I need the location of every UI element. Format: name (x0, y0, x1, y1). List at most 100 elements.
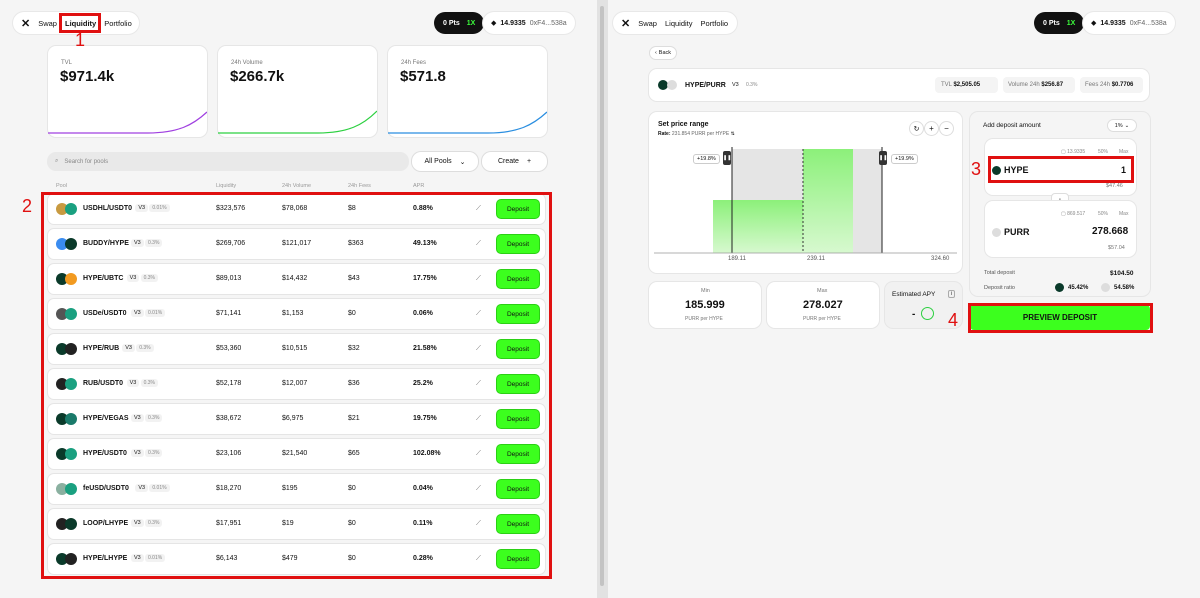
app-logo-icon[interactable]: ✕ (21, 17, 31, 30)
table-row[interactable]: HYPE/USDT0 V3 0.3% $23,106 $21,540 $65 102.08%… (48, 439, 545, 469)
hype-amount-input[interactable]: 1 (1121, 165, 1127, 175)
annotation-label-4: 4 (948, 310, 959, 330)
deposit-button[interactable]: Deposit (497, 445, 539, 463)
header-fees[interactable]: 24h Fees (348, 183, 371, 189)
hype-max-button[interactable]: Max (1119, 149, 1129, 155)
wallet-button[interactable]: ◆ 14.9335 0xF4...538a (483, 12, 575, 34)
token-b-icon (65, 448, 77, 460)
purr-token-icon (992, 228, 1001, 237)
fees-value: $571.8 (400, 68, 446, 85)
chart-icon[interactable]: ⟋ (476, 415, 481, 422)
deposit-button[interactable]: Deposit (497, 410, 539, 428)
search-input[interactable]: ⌕ Search for pools (47, 152, 409, 171)
points-badge[interactable]: 0 Pts 1X (1034, 12, 1085, 34)
table-row[interactable]: LOOP/LHYPE V3 0.3% $17,951 $19 $0 0.11% ⟋ Deposi… (48, 509, 545, 539)
deposit-button[interactable]: Deposit (497, 305, 539, 323)
deposit-button[interactable]: Deposit (497, 340, 539, 358)
deposit-button[interactable]: Deposit (497, 375, 539, 393)
hype-half-button[interactable]: 50% (1098, 149, 1109, 155)
zoom-out-button[interactable]: − (940, 122, 953, 135)
create-button[interactable]: Create + (482, 152, 547, 171)
deposit-button[interactable]: Deposit (497, 235, 539, 253)
nav-liquidity[interactable]: Liquidity (664, 18, 693, 28)
nav-portfolio[interactable]: Portfolio (104, 18, 132, 28)
scrollbar[interactable] (597, 0, 608, 598)
chart-icon[interactable]: ⟋ (476, 520, 481, 527)
pool-fees: $65 (348, 450, 360, 457)
wallet-button[interactable]: ◆ 14.9335 0xF4...538a (1083, 12, 1175, 34)
preview-deposit-button[interactable]: PREVIEW DEPOSIT (970, 305, 1150, 330)
nav-portfolio[interactable]: Portfolio (700, 18, 729, 28)
pool-fees: $36 (348, 380, 360, 387)
swap-icon[interactable]: ⇅ (730, 131, 735, 137)
purr-half-button[interactable]: 50% (1098, 211, 1109, 217)
deposit-button[interactable]: Deposit (497, 550, 539, 568)
points-badge[interactable]: 0 Pts 1X (434, 12, 485, 34)
app-logo-icon[interactable]: ✕ (621, 17, 631, 30)
all-pools-dropdown[interactable]: All Pools ⌄ (412, 152, 478, 171)
chart-icon[interactable]: ⟋ (476, 450, 481, 457)
wallet-address: 0xF4...538a (529, 19, 567, 27)
table-row[interactable]: HYPE/UBTC V3 0.3% $89,013 $14,432 $43 17.75% ⟋ D… (48, 264, 545, 294)
chart-icon[interactable]: ⟋ (476, 310, 481, 317)
chart-icon[interactable]: ⟋ (476, 205, 481, 212)
table-row[interactable]: USDHL/USDT0 V3 0.01% $323,576 $78,068 $8 0.88%… (48, 194, 545, 224)
table-row[interactable]: feUSD/USDT0 V3 0.01% $18,270 $195 $0 0.04% ⟋ Dep… (48, 474, 545, 504)
table-row[interactable]: USDe/USDT0 V3 0.01% $71,141 $1,153 $0 0.06% ⟋ De… (48, 299, 545, 329)
annotation-box-2 (41, 192, 552, 579)
back-button[interactable]: ‹ Back (650, 47, 676, 59)
tvl-label: TVL (61, 60, 73, 66)
chart-icon[interactable]: ⟋ (476, 555, 481, 562)
nav-swap[interactable]: Swap (38, 18, 57, 28)
chart-icon[interactable]: ⟋ (476, 345, 481, 352)
pool-apr: 102.08% (413, 450, 441, 457)
table-row[interactable]: RUB/USDT0 V3 0.3% $52,178 $12,007 $36 25.2% ⟋ De… (48, 369, 545, 399)
chevron-left-icon: ‹ (654, 50, 657, 56)
table-row[interactable]: HYPE/LHYPE V3 0.01% $6,143 $479 $0 0.28% ⟋ Depos… (48, 544, 545, 574)
deposit-button[interactable]: Deposit (497, 270, 539, 288)
purr-amount-input[interactable]: 278.668 (1092, 226, 1129, 237)
slippage-dropdown[interactable]: 1% ⌄ (1108, 120, 1136, 131)
pool-volume: $1,153 (282, 310, 304, 317)
refresh-button[interactable]: ↻ (910, 122, 923, 135)
nav-swap[interactable]: Swap (638, 18, 657, 28)
left-range-handle[interactable]: ❚❚ (723, 151, 731, 165)
estimated-apy-card: Estimated APY i - (885, 282, 962, 328)
deposit-button[interactable]: Deposit (497, 480, 539, 498)
table-row[interactable]: HYPE/RUB V3 0.3% $53,360 $10,515 $32 21.58% ⟋ De… (48, 334, 545, 364)
pool-fees: $0 (348, 555, 356, 562)
deposit-ratio-label: Deposit ratio (984, 285, 1015, 291)
purr-ratio-icon (1101, 283, 1110, 292)
chart-icon[interactable]: ⟋ (476, 485, 481, 492)
pool-apr: 25.2% (413, 380, 433, 387)
hype-logo-icon: ◆ (491, 20, 497, 27)
pool-fees: $363 (348, 240, 364, 247)
tvl-card: TVL $971.4k (48, 46, 207, 137)
pool-name: RUB/USDT0 (83, 380, 124, 387)
info-icon[interactable]: i (948, 290, 956, 298)
table-row[interactable]: BUDDY/HYPE V3 0.3% $269,706 $121,017 $363 49.1… (48, 229, 545, 259)
deposit-button[interactable]: Deposit (497, 515, 539, 533)
max-label: Max (817, 288, 828, 294)
nav-liquidity[interactable]: Liquidity (64, 18, 97, 28)
price-range-title: Set price range (658, 121, 709, 128)
max-price-card[interactable]: Max 278.027 PURR per HYPE (767, 282, 879, 328)
header-liquidity[interactable]: Liquidity (216, 183, 237, 189)
chart-icon[interactable]: ⟋ (476, 380, 481, 387)
deposit-button[interactable]: Deposit (497, 200, 539, 218)
min-price-card[interactable]: Min 185.999 PURR per HYPE (649, 282, 761, 328)
right-range-handle[interactable]: ❚❚ (879, 151, 887, 165)
header-apr[interactable]: APR (413, 183, 425, 189)
points-text: 0 Pts (443, 19, 460, 27)
fee-badge: 0.01% (149, 204, 170, 212)
pool-liquidity: $17,951 (216, 520, 242, 527)
purr-balance: ▢ 869.517 (1061, 211, 1086, 217)
scrollbar-thumb[interactable] (600, 6, 604, 586)
zoom-in-button[interactable]: + (925, 122, 938, 135)
table-row[interactable]: HYPE/VEGAS V3 0.3% $38,672 $6,975 $21 19.75% ⟋ D… (48, 404, 545, 434)
chart-icon[interactable]: ⟋ (476, 240, 481, 247)
chart-icon[interactable]: ⟋ (476, 275, 481, 282)
header-volume[interactable]: 24h Volume (282, 183, 312, 189)
purr-max-button[interactable]: Max (1119, 211, 1129, 217)
hype-token-icon (992, 166, 1001, 175)
